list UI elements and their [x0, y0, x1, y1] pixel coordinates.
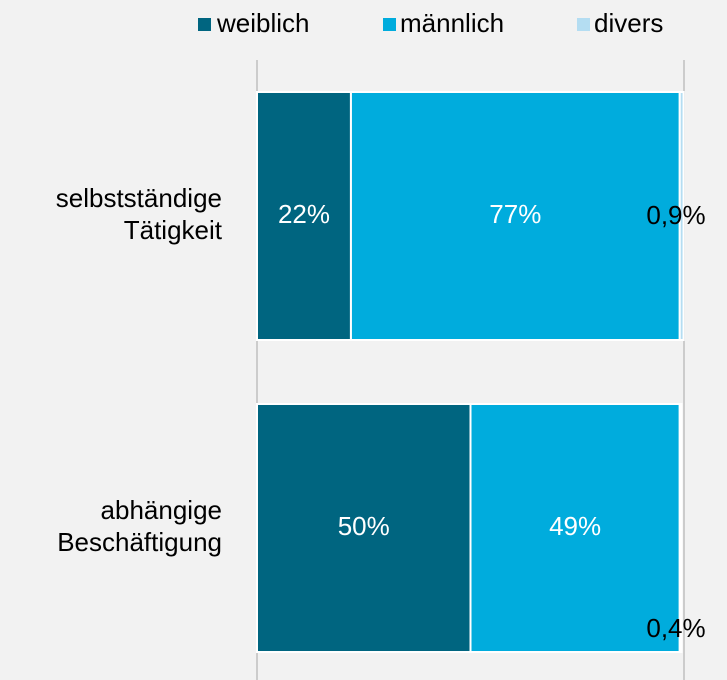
category-line: abhängige [101, 495, 222, 525]
bar-segment [469, 403, 681, 653]
value-label: 49% [549, 511, 601, 541]
bar-segment [256, 403, 472, 653]
bar-segment [678, 91, 685, 341]
bar-segment [256, 91, 352, 341]
bar-segment [678, 403, 683, 653]
legend-swatch [383, 18, 396, 31]
value-label: 50% [338, 511, 390, 541]
category-label: abhängige Beschäftigung [57, 495, 222, 557]
legend-label: weiblich [216, 8, 310, 38]
category-line: Tätigkeit [124, 215, 223, 245]
value-label: 77% [489, 199, 541, 229]
value-label: 22% [278, 199, 330, 229]
category-label: selbstständige Tätigkeit [56, 183, 223, 245]
value-label: 0,4% [646, 613, 705, 643]
bar-segment [349, 91, 681, 341]
legend-swatch [577, 18, 590, 31]
value-label: 0,9% [646, 200, 705, 230]
category-line: Beschäftigung [57, 527, 222, 557]
category-line: selbstständige [56, 183, 222, 213]
legend-label: männlich [400, 8, 504, 38]
legend-swatch [198, 18, 211, 31]
legend-label: divers [594, 8, 663, 38]
